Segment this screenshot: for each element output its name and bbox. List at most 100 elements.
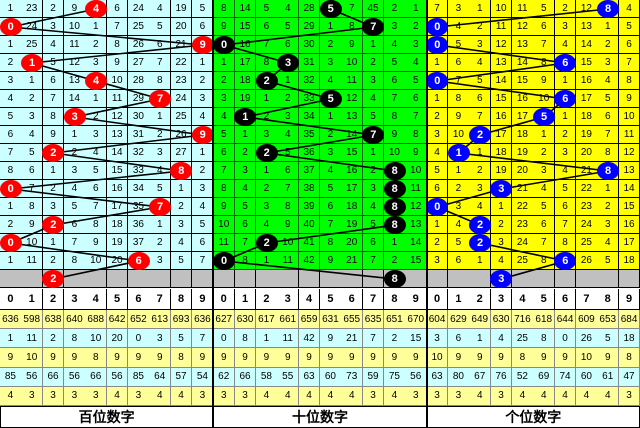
stat-max-streak: 4 <box>149 386 172 406</box>
tens-cell: 8 <box>277 198 300 216</box>
stat-max-streak: 4 <box>554 386 577 406</box>
units-cell: 18 <box>576 108 598 126</box>
stat-avg-miss: 9 <box>490 348 513 368</box>
stat-current-miss: 10 <box>85 329 108 349</box>
stat-avg-miss: 10 <box>21 348 44 368</box>
tens-cell: 2 <box>256 180 278 198</box>
stat-total: 684 <box>618 310 640 330</box>
units-cell: 3 <box>469 36 492 54</box>
hundreds-cell: 3 <box>149 252 172 270</box>
units-cell: 16 <box>576 72 598 90</box>
stat-current-miss: 8 <box>64 329 86 349</box>
stat-total: 716 <box>512 310 534 330</box>
pending-cell <box>85 270 108 288</box>
units-cell: 2 <box>469 162 492 180</box>
tens-cell: 13 <box>405 216 428 234</box>
units-cell: 3 <box>448 198 470 216</box>
units-cell: 26 <box>576 252 598 270</box>
digit-header: 9 <box>192 289 214 310</box>
units-cell: 7 <box>426 0 449 18</box>
tens-cell: 8 <box>405 126 428 144</box>
digit-header: 8 <box>384 289 406 310</box>
tens-cell: 2 <box>277 90 300 108</box>
tens-cell: 10 <box>277 234 300 252</box>
pending-cell <box>554 270 577 288</box>
tens-cell: 8 <box>256 54 278 72</box>
units-cell: 14 <box>512 54 534 72</box>
units-cell: 4 <box>469 198 492 216</box>
units-cell: 2 <box>597 36 620 54</box>
hundreds-cell: 21 <box>170 36 193 54</box>
pending-cell <box>341 270 364 288</box>
tens-cell: 11 <box>213 234 236 252</box>
units-cell: 12 <box>490 36 513 54</box>
stat-current-miss: 5 <box>170 329 193 349</box>
hundreds-cell: 36 <box>128 216 150 234</box>
pending-cell <box>533 270 556 288</box>
hundreds-cell: 7 <box>106 18 129 36</box>
units-cell: 11 <box>490 18 513 36</box>
units-cell: 5 <box>448 234 470 252</box>
units-cell: 7 <box>554 216 577 234</box>
tens-cell: 9 <box>341 36 364 54</box>
tens-cell: 1 <box>384 234 406 252</box>
hundreds-cell: 8 <box>149 72 172 90</box>
stat-max-miss: 57 <box>170 367 193 387</box>
tens-cell: 4 <box>320 72 342 90</box>
hundreds-cell: 3 <box>42 198 65 216</box>
units-cell: 22 <box>576 180 598 198</box>
hundreds-cell: 6 <box>149 36 172 54</box>
tens-cell: 8 <box>213 180 236 198</box>
stat-total: 640 <box>64 310 86 330</box>
stat-current-miss: 11 <box>21 329 44 349</box>
units-cell: 8 <box>533 252 556 270</box>
stat-max-miss: 56 <box>106 367 129 387</box>
stat-max-streak: 4 <box>576 386 598 406</box>
stat-total: 659 <box>298 310 321 330</box>
tens-cell: 1 <box>256 90 278 108</box>
pending-cell <box>213 270 236 288</box>
tens-cell: 42 <box>298 252 321 270</box>
units-cell: 4 <box>448 18 470 36</box>
stat-total: 642 <box>106 310 129 330</box>
stat-total: 613 <box>149 310 172 330</box>
tens-cell: 9 <box>405 144 428 162</box>
hundreds-cell: 6 <box>192 18 214 36</box>
hundreds-cell: 29 <box>128 90 150 108</box>
units-cell: 10 <box>490 0 513 18</box>
hundreds-cell: 5 <box>192 216 214 234</box>
stat-max-miss: 75 <box>384 367 406 387</box>
hundreds-cell: 5 <box>64 198 86 216</box>
units-cell: 20 <box>576 144 598 162</box>
tens-cell: 6 <box>405 90 428 108</box>
hundreds-cell: 3 <box>85 54 108 72</box>
tens-cell: 2 <box>320 36 342 54</box>
hundreds-cell: 5 <box>0 108 22 126</box>
hundreds-cell: 6 <box>192 234 214 252</box>
tens-cell: 6 <box>256 18 278 36</box>
units-cell: 3 <box>490 234 513 252</box>
hundreds-cell: 19 <box>170 0 193 18</box>
hundreds-hit-ball: 0 <box>0 18 22 36</box>
pending-cell <box>597 270 620 288</box>
hundreds-cell: 3 <box>64 162 86 180</box>
tens-cell: 39 <box>298 198 321 216</box>
tens-cell: 11 <box>341 72 364 90</box>
stat-current-miss: 7 <box>192 329 214 349</box>
tens-cell: 6 <box>384 72 406 90</box>
stat-avg-miss: 9 <box>42 348 65 368</box>
stat-avg-miss: 8 <box>85 348 108 368</box>
hundreds-cell: 5 <box>149 180 172 198</box>
units-cell: 13 <box>618 162 640 180</box>
hundreds-cell: 10 <box>85 252 108 270</box>
hundreds-cell: 12 <box>64 54 86 72</box>
stat-max-streak: 4 <box>170 386 193 406</box>
hundreds-cell: 18 <box>106 216 129 234</box>
hundreds-cell: 2 <box>0 54 22 72</box>
hundreds-cell: 1 <box>0 36 22 54</box>
digit-header: 6 <box>128 289 150 310</box>
tens-cell: 5 <box>256 0 278 18</box>
tens-cell: 1 <box>277 72 300 90</box>
hundreds-cell: 10 <box>106 72 129 90</box>
tens-cell: 40 <box>298 216 321 234</box>
